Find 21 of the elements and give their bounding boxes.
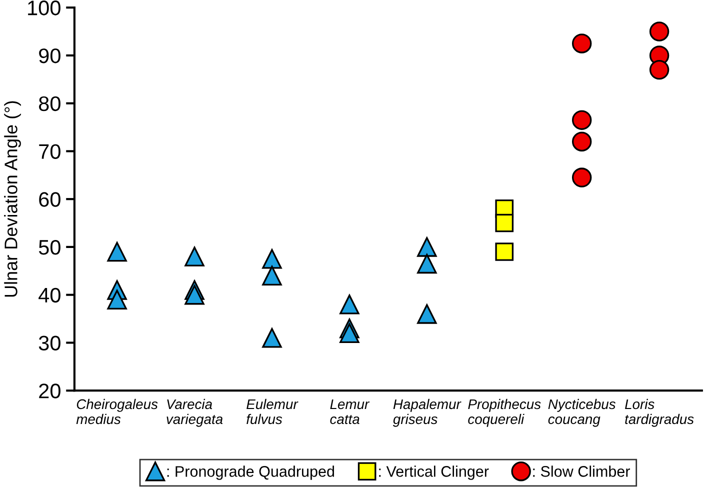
y-tick-label: 90 <box>39 48 60 64</box>
y-tick-label: 60 <box>39 192 60 207</box>
x-tick-label: Lemur catta <box>330 399 370 424</box>
y-tick-label: 80 <box>38 96 60 112</box>
x-tick-label: Hapalemur griseus <box>392 398 462 427</box>
x-tick-label: Loris tardigradus <box>624 398 694 427</box>
legend-label: : Vertical Clinger <box>379 466 489 480</box>
y-tick-label: 50 <box>38 240 60 255</box>
x-tick-label: Eulemur fulvus <box>246 398 298 424</box>
x-tick-label: Nycticebus coucang <box>548 398 616 427</box>
x-tick-label: Propithecus coquereli <box>468 398 541 427</box>
legend-label: : Slow Climber <box>533 466 630 477</box>
x-tick-label: Cheirogaleus medius <box>76 398 158 424</box>
x-tick-label: Varecia variegata <box>166 398 223 427</box>
y-tick-label: 40 <box>38 288 60 303</box>
y-tick-label: 100 <box>28 0 60 16</box>
y-tick-label: 70 <box>39 144 60 159</box>
legend-label: : Pronograde Quadruped <box>167 466 334 480</box>
y-axis-title: Ulnar Deviation Angle (°) <box>4 101 21 297</box>
y-tick-label: 30 <box>38 336 60 350</box>
y-tick-label: 20 <box>39 384 60 398</box>
